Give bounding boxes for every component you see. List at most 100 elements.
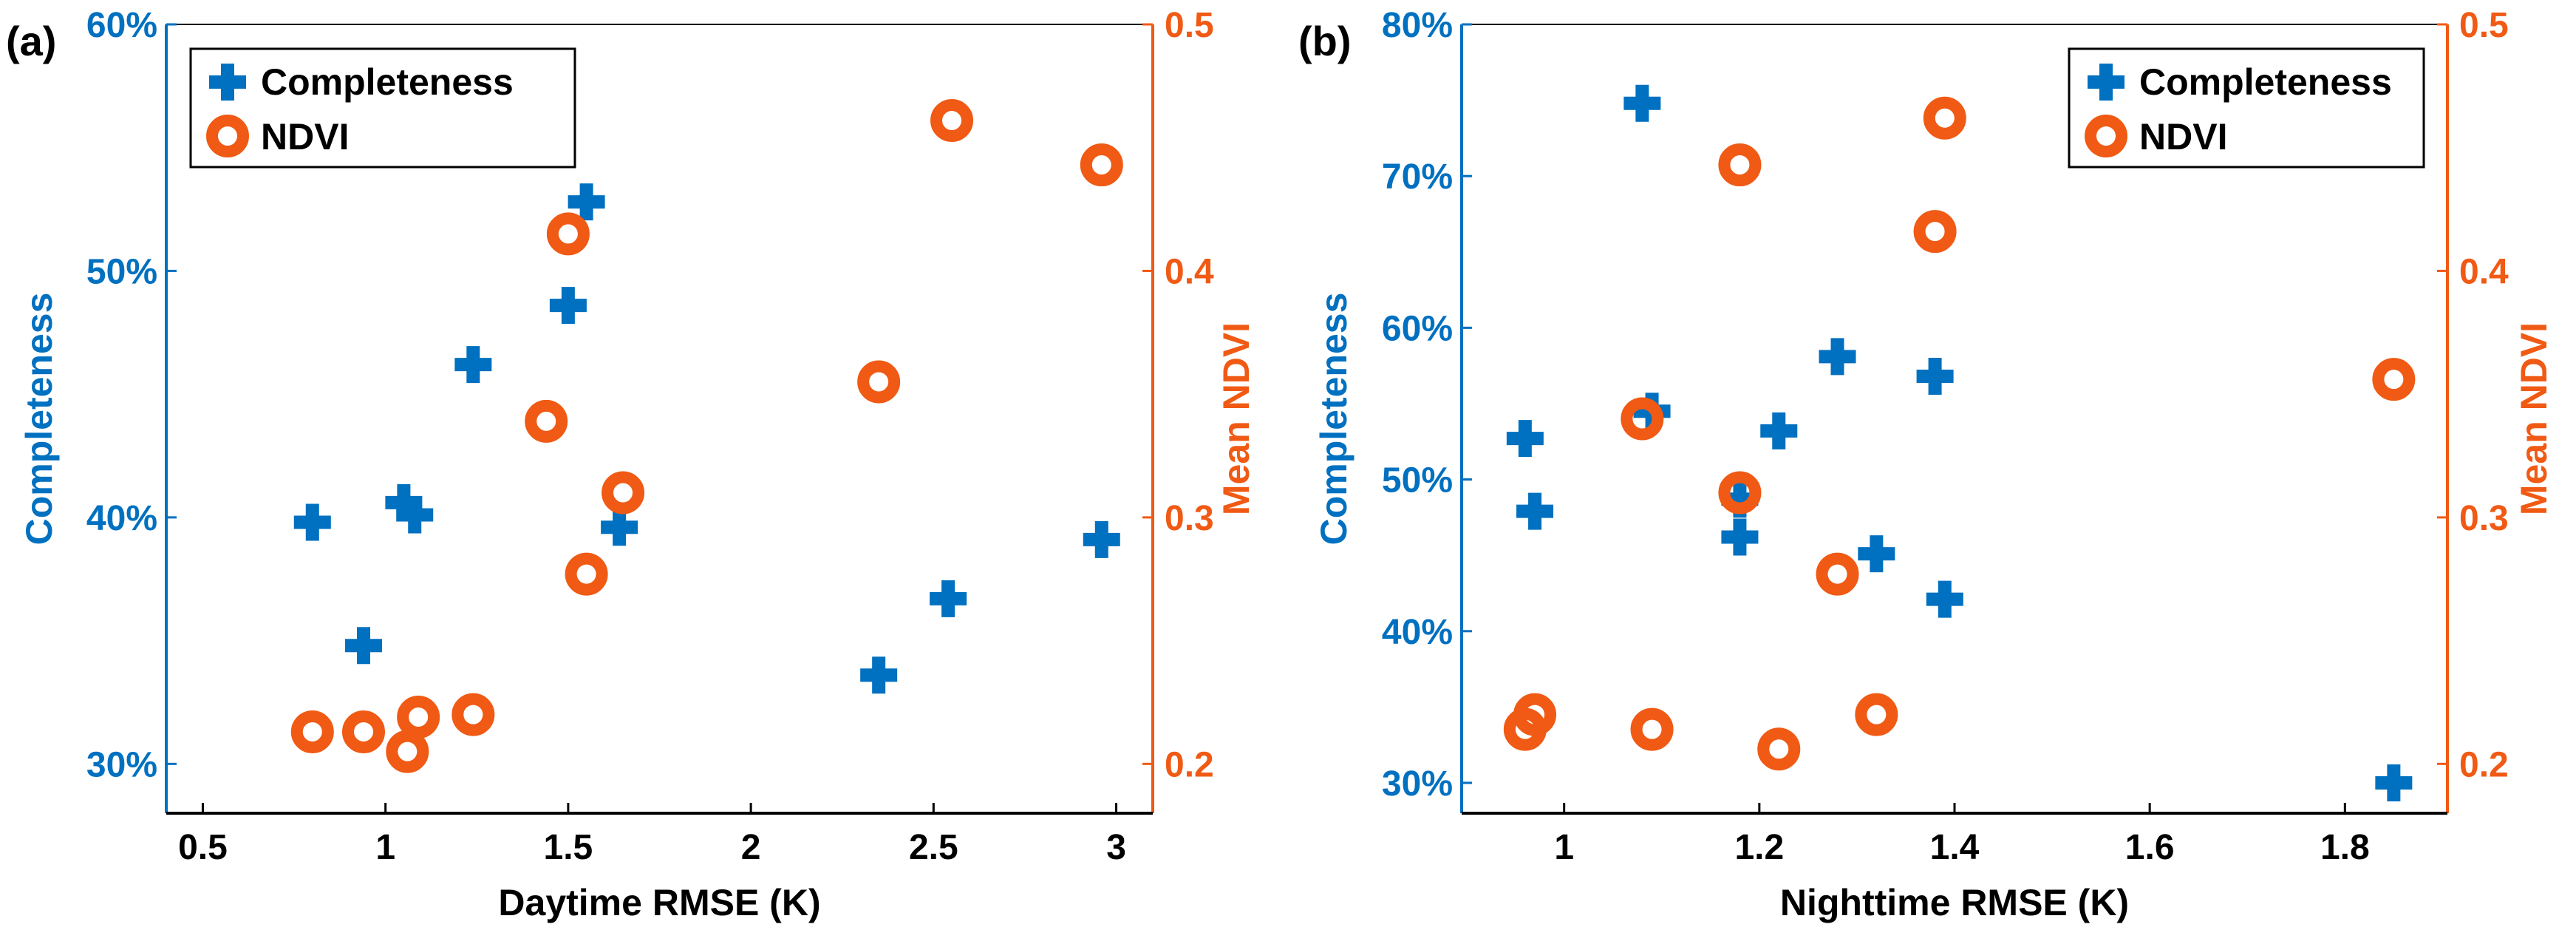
ndvi-point xyxy=(1923,96,1966,140)
right-y-tick-label: 0.4 xyxy=(2459,252,2509,291)
completeness-point xyxy=(601,509,638,546)
ndvi-point xyxy=(1513,693,1557,736)
x-tick-label: 2 xyxy=(741,828,761,867)
legend-ndvi-label: NDVI xyxy=(2139,116,2227,157)
completeness-point xyxy=(549,287,587,325)
completeness-point xyxy=(1819,338,1856,376)
ndvi-point xyxy=(1757,727,1801,771)
legend: Completeness NDVI xyxy=(2068,47,2425,169)
x-tick-label: 3 xyxy=(1106,828,1126,867)
panel-b: 1 1.2 1.4 1.6 1.8 30% 40% 50% 60% 70% 80% 0.2 0.3 0.4… xyxy=(1298,6,2555,923)
ndvi-point xyxy=(2372,358,2416,401)
ndvi-point xyxy=(1718,143,1762,187)
x-axis-title: Daytime RMSE (K) xyxy=(498,882,820,923)
right-y-tick-label: 0.2 xyxy=(2459,745,2509,784)
legend-ndvi-label: NDVI xyxy=(261,116,349,157)
ndvi-point xyxy=(1621,397,1664,441)
completeness-point xyxy=(930,580,967,617)
x-tick-label: 1.2 xyxy=(1734,828,1784,867)
right-y-axis-title: Mean NDVI xyxy=(2513,322,2555,515)
completeness-point xyxy=(1721,481,1759,518)
right-y-axis-title: Mean NDVI xyxy=(1216,322,1257,515)
left-y-tick-label: 30% xyxy=(1382,764,1453,804)
x-tick-label: 1.8 xyxy=(2320,828,2370,867)
completeness-point xyxy=(1623,84,1661,122)
panel-label: (a) xyxy=(6,18,56,64)
legend-completeness-marker xyxy=(2088,64,2124,101)
series-completeness xyxy=(293,183,1120,694)
ndvi-point xyxy=(452,693,495,736)
legend: Completeness NDVI xyxy=(189,47,576,169)
left-y-tick-label: 50% xyxy=(1382,461,1453,500)
ndvi-point xyxy=(1816,552,1859,596)
left-y-tick-label: 40% xyxy=(1382,613,1453,652)
ndvi-point xyxy=(386,730,429,773)
ndvi-point xyxy=(290,710,334,753)
legend-completeness-marker xyxy=(209,64,246,101)
ndvi-point xyxy=(397,695,440,739)
left-y-tick-label: 60% xyxy=(86,6,157,45)
completeness-point xyxy=(1721,518,1759,556)
completeness-point xyxy=(1858,535,1895,573)
legend-completeness-label: Completeness xyxy=(261,61,514,103)
completeness-point xyxy=(860,656,898,694)
completeness-point xyxy=(293,503,331,541)
completeness-point xyxy=(385,483,423,521)
ndvi-point xyxy=(565,552,608,596)
completeness-point xyxy=(1760,412,1798,449)
ndvi-point xyxy=(930,99,974,143)
left-y-axis-title: Completeness xyxy=(18,293,60,546)
panel-a: 0.5 1 1.5 2 2.5 3 30% 40% 50% 60% 0.2 0.3 0.4 0.5 Dayt… xyxy=(6,6,1257,923)
completeness-point xyxy=(345,627,382,665)
x-tick-label: 1.6 xyxy=(2125,828,2175,867)
x-tick-label: 1.5 xyxy=(544,828,593,867)
completeness-point xyxy=(1516,492,1554,530)
left-y-tick-label: 30% xyxy=(86,745,157,784)
series-ndvi xyxy=(1503,96,2416,771)
legend-ndvi-marker xyxy=(2085,115,2127,157)
left-y-tick-label: 60% xyxy=(1382,309,1453,348)
ndvi-point xyxy=(342,710,385,753)
left-y-tick-label: 40% xyxy=(86,499,157,538)
x-tick-label: 1.4 xyxy=(1930,828,1980,867)
panel-label: (b) xyxy=(1298,18,1352,64)
completeness-point xyxy=(454,346,492,384)
right-y-tick-label: 0.5 xyxy=(2459,6,2509,45)
right-y-tick-label: 0.5 xyxy=(1165,6,1214,45)
completeness-point xyxy=(568,183,605,221)
ndvi-point xyxy=(1630,707,1674,751)
left-y-tick-label: 70% xyxy=(1382,157,1453,197)
series-ndvi xyxy=(290,99,1123,773)
completeness-point xyxy=(1083,520,1120,558)
left-y-tick-label: 80% xyxy=(1382,6,1453,45)
ndvi-point xyxy=(1718,471,1762,515)
legend-ndvi-marker xyxy=(206,115,249,157)
x-tick-label: 0.5 xyxy=(178,828,228,867)
completeness-point xyxy=(1926,580,1963,618)
ndvi-point xyxy=(1855,693,1898,736)
x-tick-label: 1 xyxy=(1554,828,1574,867)
x-axis-title: Nighttime RMSE (K) xyxy=(1780,882,2129,923)
ndvi-point xyxy=(1080,143,1123,187)
completeness-point xyxy=(2375,764,2413,801)
ndvi-point xyxy=(857,360,901,404)
right-y-tick-label: 0.2 xyxy=(1165,745,1214,784)
right-y-tick-label: 0.3 xyxy=(2459,499,2509,538)
x-tick-label: 1 xyxy=(375,828,395,867)
ndvi-point xyxy=(1913,210,1957,254)
ndvi-point xyxy=(546,212,590,256)
ndvi-point xyxy=(525,399,568,443)
left-y-tick-label: 50% xyxy=(86,252,157,291)
completeness-point xyxy=(1506,420,1544,458)
left-y-axis-title: Completeness xyxy=(1313,293,1355,546)
legend-box xyxy=(189,47,576,169)
right-y-tick-label: 0.3 xyxy=(1165,499,1214,538)
x-tick-label: 2.5 xyxy=(909,828,958,867)
legend-box xyxy=(2068,47,2425,169)
completeness-point xyxy=(396,496,434,534)
legend-completeness-label: Completeness xyxy=(2139,61,2392,103)
right-y-tick-label: 0.4 xyxy=(1165,252,1214,291)
completeness-point xyxy=(1916,358,1954,396)
ndvi-point xyxy=(602,471,645,515)
